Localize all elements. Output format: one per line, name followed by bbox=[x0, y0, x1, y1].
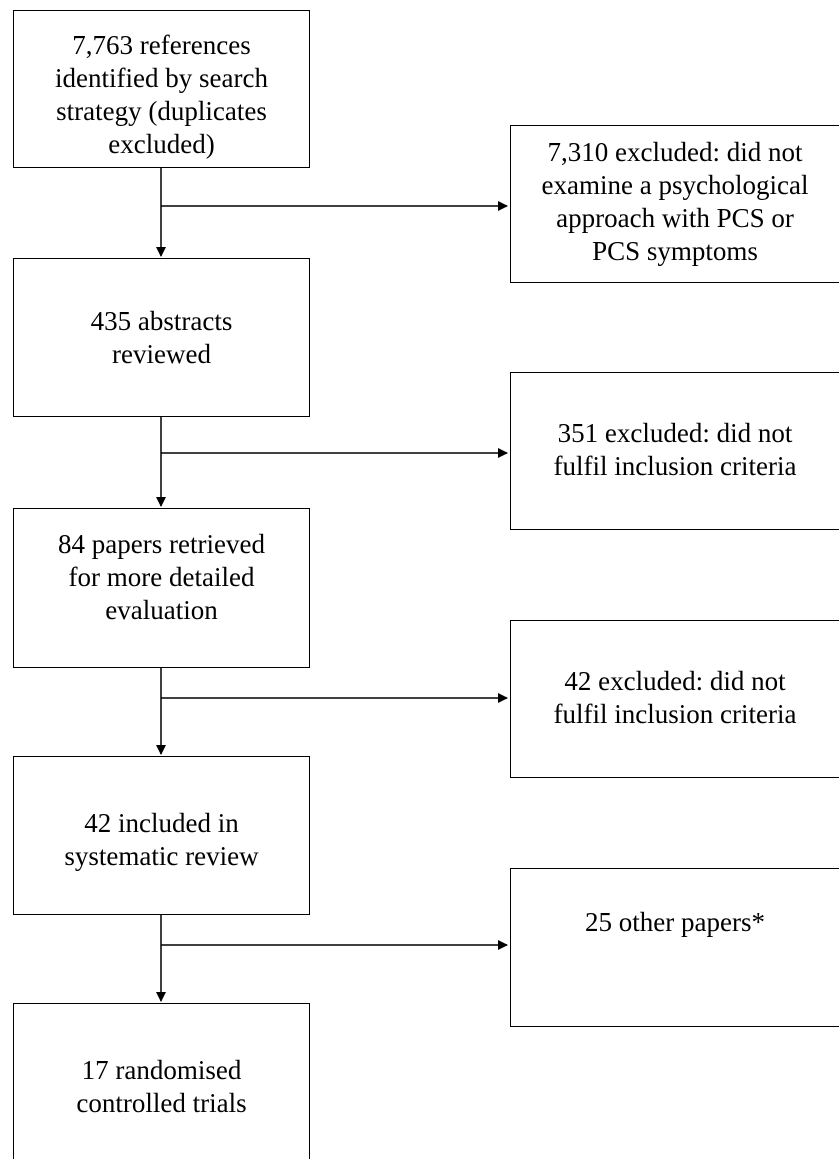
step-box-text: controlled trials bbox=[76, 1088, 247, 1118]
exclusion-box-text: fulfil inclusion criteria bbox=[553, 451, 797, 481]
exclusion-box-text: 7,310 excluded: did not bbox=[547, 137, 803, 167]
exclusion-box-abstracts: 351 excluded: did not fulfil inclusion c… bbox=[510, 372, 839, 530]
step-box-abstracts-reviewed: 435 abstracts reviewed bbox=[13, 258, 310, 417]
exclusion-box-papers: 42 excluded: did not fulfil inclusion cr… bbox=[510, 620, 839, 778]
step-box-text: 435 abstracts bbox=[90, 306, 233, 336]
step-box-text: for more detailed bbox=[68, 562, 255, 592]
step-box-papers-retrieved: 84 papers retrieved for more detailed ev… bbox=[13, 508, 310, 668]
exclusion-box-text: 351 excluded: did not bbox=[557, 418, 793, 448]
step-box-text: reviewed bbox=[112, 339, 211, 369]
exclusion-box-text: examine a psychological bbox=[541, 170, 809, 200]
step-box-text: strategy (duplicates bbox=[56, 96, 267, 126]
step-box-text: 42 included in bbox=[84, 808, 239, 838]
step-box-randomised-trials: 17 randomised controlled trials bbox=[13, 1003, 310, 1159]
exclusion-box-text: approach with PCS or bbox=[556, 203, 794, 233]
step-box-text: 7,763 references bbox=[72, 30, 251, 60]
step-box-text: systematic review bbox=[64, 841, 259, 871]
step-box-text: evaluation bbox=[105, 595, 218, 625]
exclusion-box-text: fulfil inclusion criteria bbox=[553, 699, 797, 729]
exclusion-box-text: 42 excluded: did not bbox=[564, 666, 786, 696]
step-box-search-results: 7,763 references identified by search st… bbox=[13, 10, 310, 168]
step-box-text: excluded) bbox=[108, 129, 215, 159]
exclusion-box-text: 25 other papers* bbox=[585, 907, 765, 937]
step-box-text: 84 papers retrieved bbox=[58, 529, 265, 559]
exclusion-box-psychological: 7,310 excluded: did not examine a psycho… bbox=[510, 125, 839, 283]
step-box-text: 17 randomised bbox=[81, 1055, 242, 1085]
exclusion-box-text: PCS symptoms bbox=[592, 236, 758, 266]
step-box-included-in-review: 42 included in systematic review bbox=[13, 756, 310, 915]
exclusion-box-other-papers: 25 other papers* bbox=[510, 868, 839, 1027]
step-box-text: identified by search bbox=[55, 63, 268, 93]
